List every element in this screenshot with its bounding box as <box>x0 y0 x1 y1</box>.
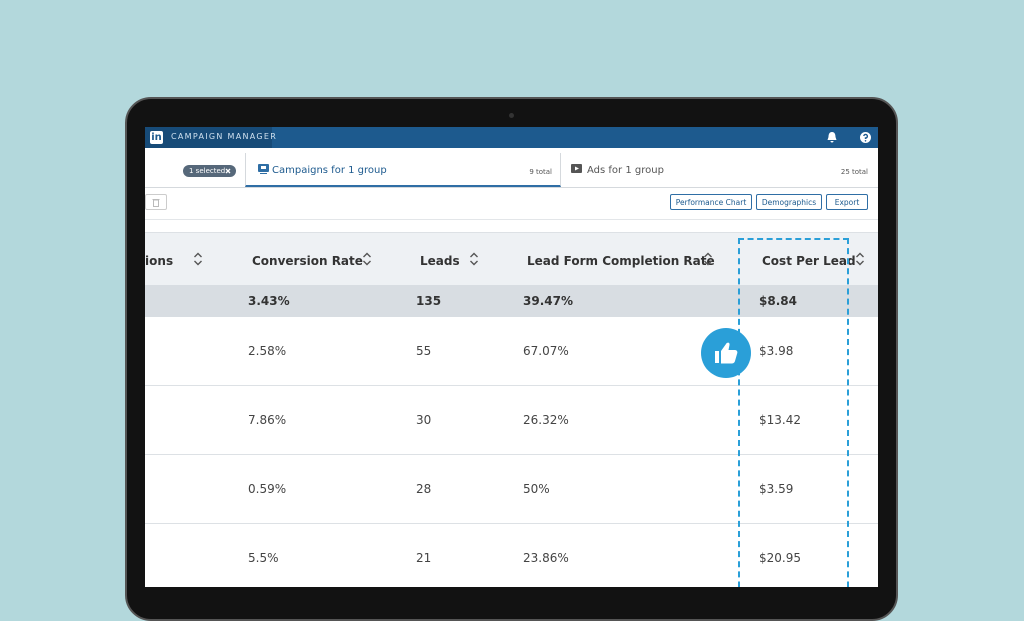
table-cell: 21 <box>416 551 432 565</box>
tab-label: Campaigns for 1 group <box>272 165 387 176</box>
table-cell: 55 <box>416 344 432 358</box>
total-row: 3.43% 135 39.47% $8.84 <box>145 285 878 317</box>
bell-icon[interactable] <box>825 130 839 144</box>
table-cell: $20.95 <box>759 551 801 565</box>
table-cell: $3.98 <box>759 344 794 358</box>
tab-bar: 1 selected Campaigns for 1 group 9 total… <box>145 153 878 188</box>
thumbs-up-badge <box>701 328 751 378</box>
tab[interactable]: Campaigns for 1 group 9 total <box>245 153 561 187</box>
sort-icon[interactable] <box>362 252 372 266</box>
highlight-box <box>738 238 849 587</box>
table-cell: 67.07% <box>523 344 569 358</box>
table-row: 7.86% 30 26.32% $13.42 <box>145 386 878 455</box>
column-header[interactable]: Lead Form Completion Rate <box>527 254 715 268</box>
delete-button[interactable] <box>145 194 167 210</box>
camera <box>509 113 514 118</box>
column-header[interactable]: rsions <box>145 254 174 268</box>
table-cell: 26.32% <box>523 413 569 427</box>
tab-icon <box>571 164 582 173</box>
tab-icon <box>258 164 269 174</box>
help-icon[interactable] <box>859 131 872 144</box>
total-cell: 135 <box>416 294 442 308</box>
logo[interactable]: in <box>150 131 163 144</box>
total-cell: 3.43% <box>248 294 290 308</box>
column-header[interactable]: Conversion Rate <box>252 254 363 268</box>
toolbar-button[interactable]: Demographics <box>756 194 822 210</box>
selected-text: 1 selected <box>189 167 226 175</box>
tab-count: 25 total <box>840 168 868 176</box>
top-bar-brand <box>145 127 272 148</box>
sort-icon[interactable] <box>855 252 865 266</box>
screen: in CAMPAIGN MANAGER 1 selected Campaigns… <box>145 127 878 587</box>
table-cell: 2.58% <box>248 344 287 358</box>
trash-icon <box>152 199 160 207</box>
app-title: CAMPAIGN MANAGER <box>171 132 278 141</box>
top-bar <box>145 127 878 148</box>
table-row: 0.59% 28 50% $3.59 <box>145 455 878 524</box>
table-header: rsions Conversion Rate Leads Lead Form Comp… <box>145 232 878 286</box>
total-cell: 39.47% <box>523 294 573 308</box>
table-cell: 0.59% <box>248 482 287 496</box>
table-body: 3.43% 135 39.47% $8.84 2.58% 55 67.07% $3.98 7.8… <box>145 285 878 587</box>
table-cell: $13.42 <box>759 413 801 427</box>
tab[interactable]: Ads for 1 group 25 total <box>561 153 878 187</box>
column-header[interactable]: Leads <box>420 254 460 268</box>
clear-icon[interactable] <box>225 168 231 174</box>
sort-icon[interactable] <box>469 252 479 266</box>
table-cell: 50% <box>523 482 550 496</box>
toolbar-button[interactable]: Performance Chart <box>670 194 752 210</box>
total-cell: $8.84 <box>759 294 797 308</box>
selected-pill[interactable]: 1 selected <box>183 165 236 177</box>
table-cell: 5.5% <box>248 551 279 565</box>
toolbar-button[interactable]: Export <box>826 194 868 210</box>
page: in CAMPAIGN MANAGER 1 selected Campaigns… <box>125 97 898 621</box>
table-row: 5.5% 21 23.86% $20.95 <box>145 524 878 587</box>
sort-icon[interactable] <box>193 252 203 266</box>
table-cell: 30 <box>416 413 432 427</box>
table-cell: 28 <box>416 482 432 496</box>
table-cell: 23.86% <box>523 551 569 565</box>
tab-count: 9 total <box>529 168 552 176</box>
sort-icon[interactable] <box>703 252 713 266</box>
column-header[interactable]: Cost Per Lead <box>762 254 856 268</box>
table-row: 2.58% 55 67.07% $3.98 <box>145 317 878 386</box>
tab-label: Ads for 1 group <box>587 165 664 176</box>
table-cell: $3.59 <box>759 482 794 496</box>
table-cell: 7.86% <box>248 413 287 427</box>
divider <box>145 219 878 220</box>
